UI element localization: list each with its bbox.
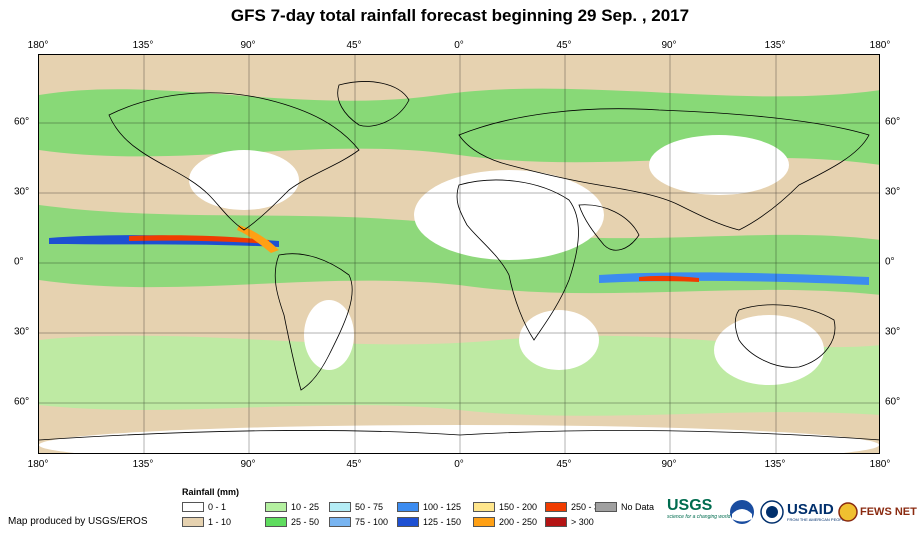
- lat-label-right: 60°: [885, 396, 901, 408]
- legend-label: 100 - 125: [423, 502, 462, 512]
- lat-label-left: 0°: [14, 256, 24, 268]
- legend-swatch: [329, 517, 351, 527]
- legend-swatch: [329, 502, 351, 512]
- lon-label-bottom: 45°: [556, 459, 572, 470]
- legend-item: 10 - 25: [265, 502, 319, 512]
- legend-item: 100 - 125: [397, 502, 461, 512]
- legend-swatch: [595, 502, 617, 512]
- legend-item: 0 - 1: [182, 502, 226, 512]
- legend-swatch: [397, 502, 419, 512]
- usaid-logo: USAID FROM THE AMERICAN PEOPLE: [760, 498, 847, 526]
- legend-title: Rainfall (mm): [182, 487, 240, 497]
- noaa-logo: [729, 498, 755, 526]
- legend-item: 1 - 10: [182, 517, 231, 527]
- legend-item: 75 - 100: [329, 517, 388, 527]
- lon-label-bottom: 45°: [346, 459, 362, 470]
- legend-item: 250 - 300: [545, 502, 609, 512]
- legend-swatch: [545, 502, 567, 512]
- legend-label: 0 - 1: [208, 502, 227, 512]
- credit-text: Map produced by USGS/EROS: [8, 516, 148, 527]
- legend-item: 200 - 250: [473, 517, 537, 527]
- legend-label: 1 - 10: [208, 517, 232, 527]
- legend-label: No Data: [621, 502, 655, 512]
- legend-label: 150 - 200: [499, 502, 538, 512]
- fews-net-icon: [838, 502, 858, 522]
- legend-label: 25 - 50: [291, 517, 320, 527]
- lon-label-bottom: 180°: [869, 459, 891, 470]
- lon-label-top: 90°: [240, 40, 256, 51]
- legend-item: 125 - 150: [397, 517, 461, 527]
- fews-net-logo-text: FEWS NET: [860, 506, 917, 518]
- legend-swatch: [473, 517, 495, 527]
- lon-label-bottom: 0°: [454, 459, 464, 470]
- lat-label-left: 60°: [14, 396, 30, 408]
- lon-label-top: 135°: [764, 40, 786, 51]
- legend-swatch: [397, 517, 419, 527]
- lon-label-bottom: 90°: [661, 459, 677, 470]
- lat-label-left: 30°: [14, 326, 30, 338]
- lon-label-top: 45°: [346, 40, 362, 51]
- legend-swatch: [182, 502, 204, 512]
- lon-label-top: 135°: [132, 40, 154, 51]
- lat-label-left: 60°: [14, 116, 30, 128]
- legend-label: 125 - 150: [423, 517, 462, 527]
- usaid-logo-text: USAID: [787, 501, 834, 518]
- legend-swatch: [473, 502, 495, 512]
- legend-label: 75 - 100: [355, 517, 389, 527]
- rainfall-map: [38, 54, 880, 454]
- usgs-logo: USGS science for a changing world: [667, 498, 730, 526]
- legend-swatch: [265, 502, 287, 512]
- legend-label: 10 - 25: [291, 502, 320, 512]
- lat-label-right: 60°: [885, 116, 901, 128]
- usaid-tagline: FROM THE AMERICAN PEOPLE: [787, 517, 847, 522]
- legend-item: 50 - 75: [329, 502, 383, 512]
- lat-label-right: 30°: [885, 326, 901, 338]
- lon-label-top: 45°: [556, 40, 572, 51]
- lat-label-left: 30°: [14, 186, 30, 198]
- legend-label: 250 - 300: [571, 502, 610, 512]
- lon-label-top: 90°: [661, 40, 677, 51]
- map-title: GFS 7-day total rainfall forecast beginn…: [230, 6, 690, 25]
- lon-label-top: 180°: [27, 40, 49, 51]
- legend-swatch: [265, 517, 287, 527]
- lon-label-top: 0°: [454, 40, 464, 51]
- legend-item: 25 - 50: [265, 517, 319, 527]
- usgs-logo-text: USGS: [667, 497, 713, 514]
- fews-net-logo: FEWS NET: [838, 498, 917, 526]
- legend-item: 150 - 200: [473, 502, 537, 512]
- legend-item: No Data: [595, 502, 654, 512]
- usgs-tagline: science for a changing world: [667, 514, 731, 520]
- rainfall-map-svg: [39, 55, 879, 453]
- noaa-icon: [730, 500, 754, 524]
- legend-label: 200 - 250: [499, 517, 538, 527]
- usaid-seal-icon: [760, 500, 784, 524]
- legend-label: 50 - 75: [355, 502, 384, 512]
- legend-swatch: [545, 517, 567, 527]
- lon-label-top: 180°: [869, 40, 891, 51]
- lon-label-bottom: 180°: [27, 459, 49, 470]
- lat-label-right: 30°: [885, 186, 901, 198]
- lon-label-bottom: 135°: [764, 459, 786, 470]
- lon-label-bottom: 135°: [132, 459, 154, 470]
- legend-label: > 300: [571, 517, 594, 527]
- lat-label-right: 0°: [885, 256, 895, 268]
- legend-item: > 300: [545, 517, 594, 527]
- legend-swatch: [182, 517, 204, 527]
- lon-label-bottom: 90°: [240, 459, 256, 470]
